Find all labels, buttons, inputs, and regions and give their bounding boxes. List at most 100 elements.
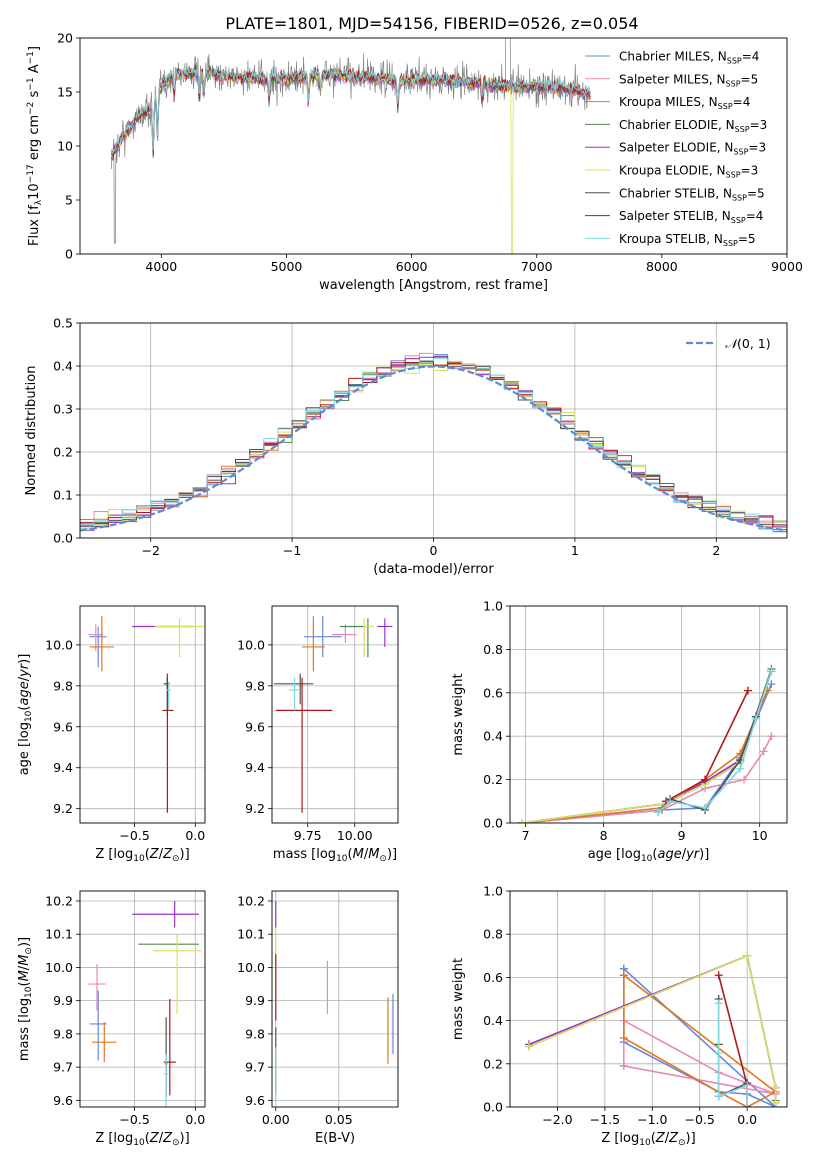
axes-frame xyxy=(509,890,788,1108)
y-tick-label: 0.0 xyxy=(483,816,503,831)
series-marker xyxy=(771,1083,780,1092)
series-line xyxy=(521,735,773,823)
series-marker xyxy=(654,808,663,817)
x-tick-label: 9000 xyxy=(771,259,803,274)
x-axis-label: E(B-V) xyxy=(315,1131,355,1146)
series-kroupa-elodie xyxy=(517,667,776,823)
series-marker xyxy=(759,747,768,756)
x-tick-label: 0.0 xyxy=(737,1112,757,1127)
axes-frame xyxy=(79,322,788,539)
x-tick-label: 0.00 xyxy=(262,1112,290,1127)
y-tick-label: 0.5 xyxy=(53,316,73,331)
x-tick-label: 7000 xyxy=(521,259,553,274)
x-tick-label: −2 xyxy=(141,543,159,558)
histogram-kroupa-stelib xyxy=(80,358,787,533)
axes-frame xyxy=(271,605,399,824)
errorbar-point xyxy=(303,616,342,658)
plot-area xyxy=(110,38,591,254)
x-tick-label: −0.5 xyxy=(119,1112,149,1127)
x-tick-label: 2 xyxy=(712,543,720,558)
y-tick-label: 0.3 xyxy=(53,402,73,417)
x-tick-label: 1 xyxy=(571,543,579,558)
y-tick-label: 10.0 xyxy=(45,637,73,652)
series-line xyxy=(623,974,778,1107)
y-tick-label: 0.4 xyxy=(483,1013,503,1028)
panel-residuals: −2 −1 0 1 2 0.0 0.1 0.2 0.3 0.4 0.5 (data-model)/er… xyxy=(24,316,788,577)
y-tick-label: 9.7 xyxy=(245,1060,265,1075)
axes-frame xyxy=(79,605,206,824)
x-tick-label: 7 xyxy=(522,828,530,843)
legend-label: Chabrier MILES, NSSP=4 xyxy=(619,50,759,66)
plot-area xyxy=(80,891,205,1107)
series-marker xyxy=(619,1061,628,1070)
x-axis-label: Z [log10(Z/Z⊙)] xyxy=(601,1131,695,1148)
x-tick-label: −2.0 xyxy=(542,1112,572,1127)
series-marker xyxy=(714,971,723,980)
y-tick-label: 0.2 xyxy=(483,772,503,787)
series-salpeter-stelib xyxy=(662,686,752,806)
residual-legend: 𝒩(0, 1) xyxy=(686,336,771,351)
spectrum-data-line xyxy=(110,38,591,244)
y-tick-label: 9.8 xyxy=(245,1026,265,1041)
series-marker xyxy=(714,1049,723,1057)
series-marker xyxy=(771,1098,780,1107)
y-tick-label: 0.2 xyxy=(483,1056,503,1071)
y-tick-label: 10.1 xyxy=(237,927,265,942)
x-axis-label: wavelength [Angstrom, rest frame] xyxy=(319,278,548,293)
y-axis-label: mass weight xyxy=(451,673,466,755)
y-tick-label: 5 xyxy=(65,193,73,208)
series-marker xyxy=(767,667,776,676)
plot-area xyxy=(510,891,787,1107)
errorbar-point xyxy=(163,999,176,1096)
legend-label: 𝒩(0, 1) xyxy=(725,336,771,351)
x-tick-label: −1.0 xyxy=(637,1112,667,1127)
y-tick-label: 0.4 xyxy=(483,729,503,744)
y-tick-label: 0.6 xyxy=(483,685,503,700)
y-tick-label: 0.8 xyxy=(483,642,503,657)
series-marker xyxy=(619,971,628,980)
x-axis-label: mass [log10(M/M⊙)] xyxy=(273,847,397,864)
series-marker xyxy=(701,775,710,784)
x-tick-label: −1 xyxy=(283,543,301,558)
x-tick-label: 0.05 xyxy=(325,1112,353,1127)
x-tick-label: 4000 xyxy=(145,259,177,274)
series-line xyxy=(657,670,773,813)
x-tick-label: −1.5 xyxy=(590,1112,620,1127)
axes-frame xyxy=(79,890,206,1108)
panel-spectrum: 4000 5000 6000 7000 8000 9000 0 5 10 15 20 waveleng… xyxy=(26,31,803,294)
plot-area xyxy=(272,891,398,1107)
y-tick-label: 9.7 xyxy=(53,1060,73,1075)
series-marker xyxy=(517,819,526,823)
y-tick-label: 9.4 xyxy=(53,760,73,775)
errorbar-point xyxy=(377,618,393,647)
series-line xyxy=(665,690,749,802)
errorbar-point xyxy=(163,1053,169,1107)
y-tick-label: 1.0 xyxy=(483,884,503,899)
panel-cumulative_age: 7 8 9 10 0.0 0.2 0.4 0.6 0.8 1.0 age [log10(age/yr… xyxy=(451,599,788,864)
x-tick-label: 10 xyxy=(752,828,768,843)
series-marker xyxy=(743,686,752,695)
legend-label: Salpeter ELODIE, NSSP=3 xyxy=(619,141,766,157)
y-tick-label: 20 xyxy=(57,31,73,46)
series-marker xyxy=(767,732,776,741)
errorbar-point xyxy=(132,900,199,928)
y-tick-label: 9.6 xyxy=(245,1093,265,1108)
x-tick-label: 9 xyxy=(678,828,686,843)
axes-frame xyxy=(271,890,399,1108)
y-tick-label: 10.0 xyxy=(237,960,265,975)
errorbar-point xyxy=(152,934,202,1014)
x-tick-label: 10.00 xyxy=(337,828,373,843)
series-marker xyxy=(714,1092,723,1101)
series-salpeter-elodie xyxy=(517,667,776,823)
x-axis-label: Z [log10(Z/Z⊙)] xyxy=(95,847,189,864)
legend-label: Kroupa ELODIE, NSSP=3 xyxy=(619,164,758,180)
series-line xyxy=(521,670,773,823)
errorbar-point xyxy=(275,677,333,813)
x-tick-label: 5000 xyxy=(271,259,303,274)
series-marker xyxy=(736,764,745,773)
series-marker xyxy=(751,714,760,723)
x-tick-label: 0 xyxy=(430,543,438,558)
y-tick-label: 9.8 xyxy=(245,678,265,693)
errorbar-point xyxy=(88,964,106,1011)
